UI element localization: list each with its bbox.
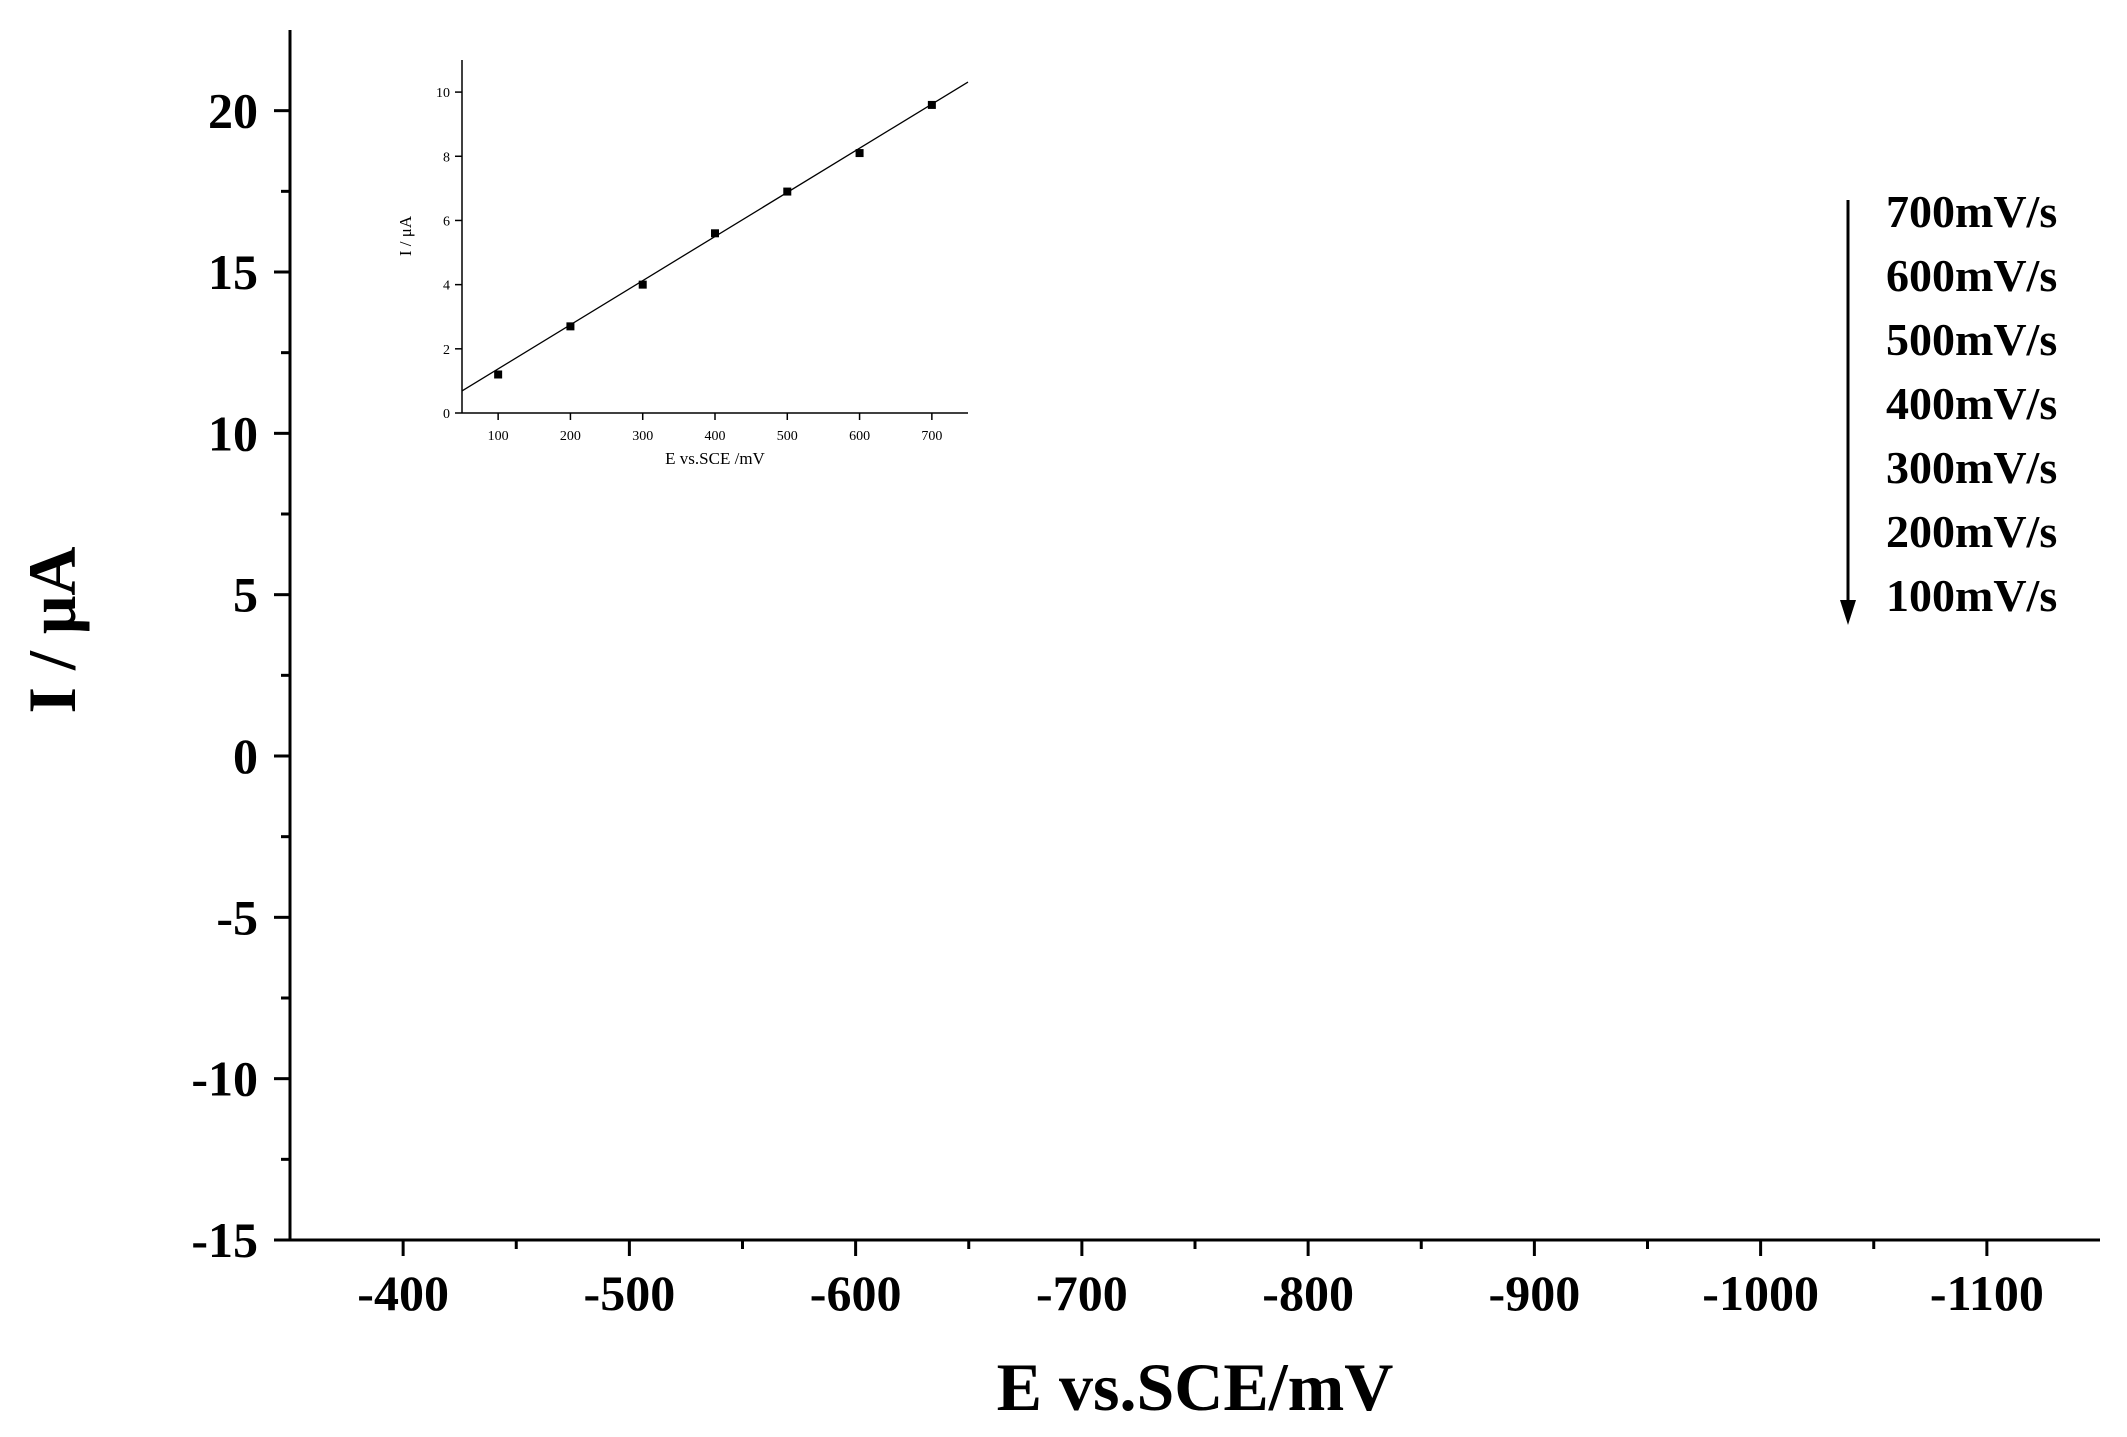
inset-y-tick-label: 6	[443, 214, 450, 229]
inset-y-tick-label: 0	[443, 407, 450, 422]
x-tick-label: -800	[1262, 1265, 1354, 1321]
y-tick-label: -5	[216, 889, 258, 945]
y-tick-label: 15	[208, 244, 258, 300]
legend-600: 600mV/s	[1886, 250, 2057, 301]
scan-rate-legend: 700mV/s 600mV/s 500mV/s 400mV/s 300mV/s …	[1840, 186, 2057, 625]
inset-y-title: I / μA	[396, 215, 415, 256]
inset-point	[927, 100, 936, 109]
inset-x-tick-label: 200	[560, 429, 581, 444]
inset-x-tick-label: 700	[921, 429, 942, 444]
inset-y-tick-label: 8	[443, 150, 450, 165]
inset-x-tick-label: 600	[849, 429, 870, 444]
legend-200: 200mV/s	[1886, 506, 2057, 557]
inset-y-tick-label: 4	[443, 279, 450, 294]
x-tick-label: -1100	[1930, 1265, 2044, 1321]
inset-x-tick-label: 300	[632, 429, 653, 444]
y-axis-title: I / μA	[14, 546, 90, 713]
legend-500: 500mV/s	[1886, 314, 2057, 365]
x-ticks	[401, 1240, 1989, 1256]
x-tick-labels: -400 -500 -600 -700 -800 -900 -1000 -1100	[357, 1265, 2044, 1321]
inset-x-tick-label: 500	[777, 429, 798, 444]
legend-700: 700mV/s	[1886, 186, 2057, 237]
inset-fit-line	[461, 81, 969, 392]
y-tick-label: 0	[233, 728, 258, 784]
inset-chart: 100 200 300 400 500 600 700 0 2 4 6 8 10 E vs.SCE /…	[396, 60, 969, 468]
inset-x-ticks: 100 200 300 400 500 600 700	[488, 413, 942, 444]
inset-point	[494, 370, 503, 379]
x-tick-label: -900	[1489, 1265, 1581, 1321]
legend-300: 300mV/s	[1886, 442, 2057, 493]
inset-points	[494, 100, 936, 379]
legend-100: 100mV/s	[1886, 570, 2057, 621]
inset-point	[566, 322, 575, 331]
legend-400: 400mV/s	[1886, 378, 2057, 429]
inset-point	[638, 280, 647, 289]
arrow-head-icon	[1840, 600, 1856, 625]
inset-point	[783, 187, 792, 196]
y-ticks	[274, 109, 290, 1242]
y-tick-label: -15	[191, 1212, 258, 1268]
inset-x-tick-label: 100	[488, 429, 509, 444]
y-tick-label: -10	[191, 1051, 258, 1107]
main-axes	[288, 30, 2100, 1242]
inset-point	[711, 229, 719, 238]
inset-y-tick-label: 2	[443, 343, 450, 358]
inset-y-tick-label: 10	[436, 86, 450, 101]
inset-x-tick-label: 400	[705, 429, 726, 444]
x-tick-label: -1000	[1702, 1265, 1819, 1321]
x-tick-label: -400	[357, 1265, 449, 1321]
y-tick-label: 5	[233, 567, 258, 623]
inset-point	[855, 149, 864, 158]
x-tick-label: -600	[810, 1265, 902, 1321]
x-tick-label: -500	[584, 1265, 676, 1321]
y-tick-label: 10	[208, 405, 258, 461]
y-tick-labels: -15 -10 -5 0 5 10 15 20	[191, 83, 258, 1268]
inset-y-ticks: 0 2 4 6 8 10	[436, 86, 462, 422]
inset-x-title: E vs.SCE /mV	[665, 449, 765, 468]
y-tick-label: 20	[208, 83, 258, 139]
x-tick-label: -700	[1036, 1265, 1128, 1321]
x-axis-title: E vs.SCE/mV	[997, 1349, 1394, 1425]
